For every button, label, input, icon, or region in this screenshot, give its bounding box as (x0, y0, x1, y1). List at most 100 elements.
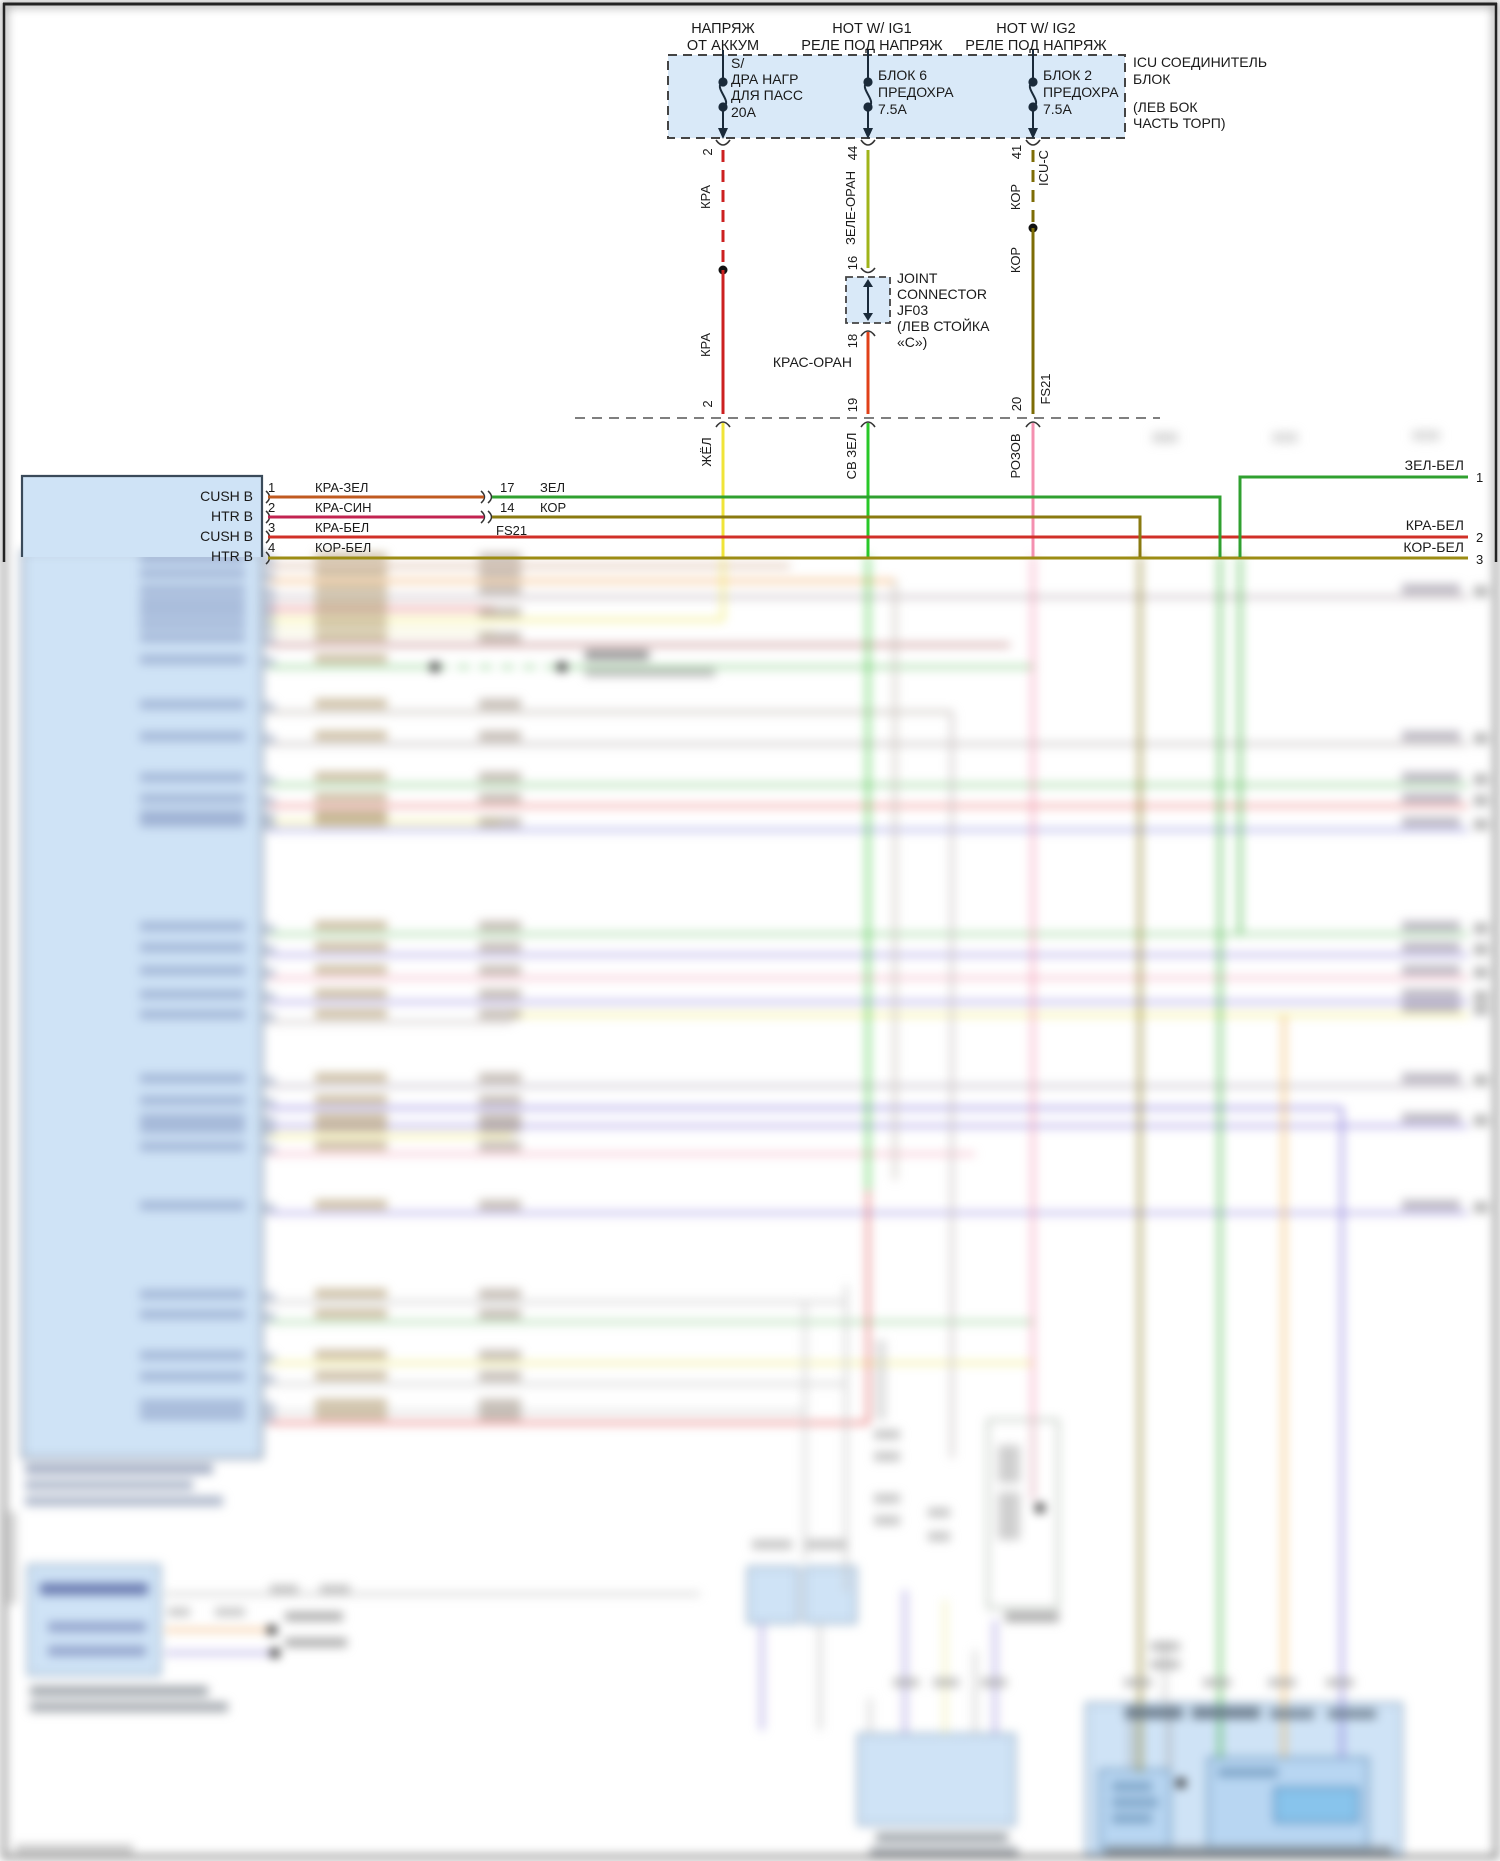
blurred-pin-number (1474, 1202, 1488, 1213)
connector-pin-name: CUSH B (200, 528, 253, 544)
blurred-pin-label (140, 1010, 245, 1019)
icu-label-line1: ICU СОЕДИНИТЕЛЬ (1133, 54, 1267, 70)
right-edge-connections: ЗЕЛ-БЕЛ КРА-БЕЛ КОР-БЕЛ 1 2 3 (1238, 457, 1483, 567)
connector-ref-label: ICU-C (1036, 150, 1051, 186)
pin-number: 20 (1009, 397, 1024, 411)
power-source-2-line1: HOT W/ IG1 (832, 21, 912, 37)
blurred-junction-label (479, 1009, 521, 1019)
blurred-text (1150, 1642, 1180, 1651)
wire-color-label: КРА (698, 185, 713, 209)
blurred-wire-label (1402, 731, 1460, 741)
power-source-3-line1: HOT W/ IG2 (996, 21, 1076, 37)
blurred-pin-number (1474, 1115, 1488, 1126)
blurred-pin-number (263, 622, 275, 632)
connector-pin-name: HTR B (211, 508, 253, 524)
blurred-junction-label (479, 1309, 521, 1319)
blurred-component-box (803, 1566, 857, 1624)
blurred-pin-number (1474, 923, 1488, 934)
wire-zel-out (492, 495, 1222, 557)
blurred-pin-number (263, 1076, 275, 1086)
branch-ig2: 41 ICU-C КОР КОР FS21 20 РОЗОВ (1008, 145, 1053, 557)
blurred-component-box (857, 1733, 1016, 1826)
wire-color-label: КРАС-ОРАН (773, 354, 852, 370)
blurred-text (30, 1686, 208, 1696)
blurred-wire-label (315, 793, 387, 802)
blurred-wire-label (1402, 772, 1460, 782)
blurred-junction-label (479, 1095, 521, 1105)
blurred-pin-label (140, 810, 245, 819)
blurred-junction-label (479, 607, 521, 617)
branch-ig1: 44 ЗЕЛЕ-ОРАН 16 18 КРАС-ОРАН 19 СВ ЗЕЛ (773, 146, 891, 557)
blurred-text (270, 1585, 298, 1593)
blurred-pin-label (140, 1310, 245, 1319)
blurred-text (874, 1452, 900, 1461)
blurred-pin-label (140, 633, 245, 642)
blurred-wire-label (315, 1200, 387, 1209)
fuse-3-label-3: 7.5А (1043, 101, 1072, 117)
wire-color-label: ЗЕЛ (540, 480, 565, 495)
blurred-wire-label (315, 1113, 387, 1122)
blurred-wire-label (1402, 921, 1460, 931)
pin-number: 44 (845, 146, 860, 160)
blurred-pin-number (263, 1374, 275, 1384)
jc-label-5: «С») (897, 334, 927, 350)
blurred-pin-label (140, 1411, 245, 1420)
wire-color-label: КОР (540, 500, 566, 515)
fuse-1 (718, 50, 728, 139)
blurred-junction-label (479, 772, 521, 782)
blurred-text (25, 1464, 213, 1474)
power-source-1-line1: НАПРЯЖ (691, 21, 755, 37)
blurred-wire-label (315, 1350, 387, 1359)
row-brackets (265, 490, 493, 565)
blurred-pin-number (263, 992, 275, 1002)
blurred-wire-label (315, 1309, 387, 1318)
blurred-wire-label (315, 1095, 387, 1104)
splice-label: FS21 (496, 523, 527, 538)
blurred-wire-label (315, 1123, 387, 1132)
blurred-wire-label (315, 654, 387, 663)
blurred-text (893, 1678, 919, 1687)
blurred-text (1005, 1612, 1059, 1622)
wire-color-label: КРА-ЗЕЛ (315, 480, 368, 495)
fuse-2-label-2: ПРЕДОХРА (878, 84, 954, 100)
blurred-text (168, 1608, 190, 1616)
blurred-wire-label (315, 772, 387, 781)
blurred-pin-label (140, 1290, 245, 1299)
junction-bracket (480, 490, 486, 504)
jc-label-2: CONNECTOR (897, 286, 987, 302)
blurred-text (215, 1608, 245, 1616)
blurred-wire-label (1402, 817, 1460, 827)
blurred-junction-label (479, 1410, 521, 1420)
icu-block-label: ICU СОЕДИНИТЕЛЬ БЛОК (ЛЕВ БОК ЧАСТЬ ТОРП… (1133, 54, 1267, 131)
bracket (1025, 139, 1041, 146)
pin-number: 2 (1476, 530, 1483, 545)
blurred-junction-label (479, 1350, 521, 1360)
junction-pin-number: 14 (500, 500, 514, 515)
fuse-1-label-2: ДРА НАГР (731, 71, 798, 87)
blurred-pin-number (1474, 586, 1488, 597)
blurred-wire-label (315, 632, 387, 641)
blurred-text (874, 1430, 900, 1439)
blurred-junction-label (479, 1141, 521, 1151)
blurred-pin-number (263, 775, 275, 785)
junction-bracket (487, 490, 493, 504)
blurred-wire-label (1402, 989, 1460, 999)
blurred-wire-label (315, 989, 387, 998)
blurred-junction-label (479, 1073, 521, 1083)
fuse-2 (863, 50, 873, 139)
blurred-pin-number (263, 702, 275, 712)
fuse-2-arrow (863, 128, 873, 139)
blurred-pin-label (140, 1400, 245, 1409)
blurred-text (806, 1540, 846, 1549)
pin-number: 3 (268, 520, 275, 535)
blurred-text (752, 1540, 792, 1549)
blurred-pin-label (140, 732, 245, 741)
blurred-text (1125, 1707, 1183, 1719)
blurred-pin-label (140, 1142, 245, 1151)
blurred-pin-number (1474, 819, 1488, 830)
blurred-pin-number (263, 1012, 275, 1022)
blurred-pin-number (1474, 944, 1488, 955)
blurred-pin-number (263, 1203, 275, 1213)
blurred-pin-number (263, 812, 275, 822)
